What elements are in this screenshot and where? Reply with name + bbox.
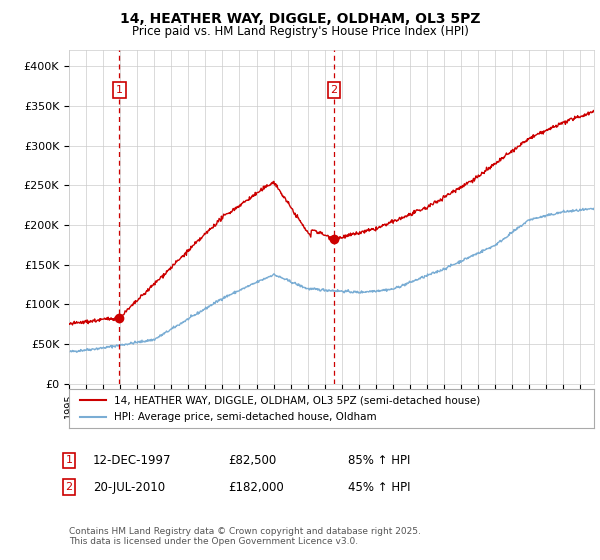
Text: 20-JUL-2010: 20-JUL-2010 bbox=[93, 480, 165, 494]
Text: £182,000: £182,000 bbox=[228, 480, 284, 494]
Text: 12-DEC-1997: 12-DEC-1997 bbox=[93, 454, 172, 467]
Text: Contains HM Land Registry data © Crown copyright and database right 2025.
This d: Contains HM Land Registry data © Crown c… bbox=[69, 526, 421, 546]
Text: 14, HEATHER WAY, DIGGLE, OLDHAM, OL3 5PZ (semi-detached house): 14, HEATHER WAY, DIGGLE, OLDHAM, OL3 5PZ… bbox=[113, 395, 480, 405]
Text: 85% ↑ HPI: 85% ↑ HPI bbox=[348, 454, 410, 467]
Text: Price paid vs. HM Land Registry's House Price Index (HPI): Price paid vs. HM Land Registry's House … bbox=[131, 25, 469, 38]
Text: 1: 1 bbox=[116, 85, 123, 95]
Text: HPI: Average price, semi-detached house, Oldham: HPI: Average price, semi-detached house,… bbox=[113, 412, 376, 422]
Text: 14, HEATHER WAY, DIGGLE, OLDHAM, OL3 5PZ: 14, HEATHER WAY, DIGGLE, OLDHAM, OL3 5PZ bbox=[120, 12, 480, 26]
Text: 2: 2 bbox=[65, 482, 73, 492]
Text: 45% ↑ HPI: 45% ↑ HPI bbox=[348, 480, 410, 494]
Text: 1: 1 bbox=[65, 455, 73, 465]
Text: 2: 2 bbox=[331, 85, 338, 95]
Text: £82,500: £82,500 bbox=[228, 454, 276, 467]
